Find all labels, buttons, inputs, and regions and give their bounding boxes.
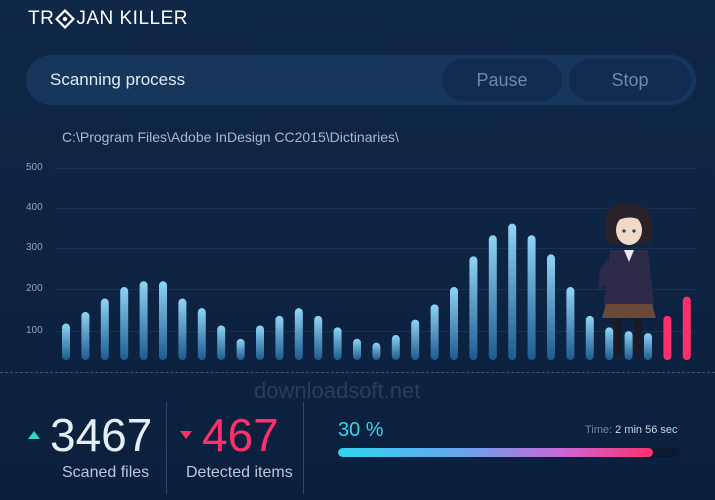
scan-bar: [508, 223, 517, 360]
grid-line: [55, 208, 695, 209]
y-tick-label: 400: [26, 202, 43, 213]
scan-bar: [411, 319, 420, 360]
scanned-files-stat: 3467 Scaned files: [28, 412, 152, 482]
elapsed-time-value: 2 min 56 sec: [615, 424, 678, 436]
y-tick-label: 500: [26, 162, 43, 173]
progress-bar: [338, 448, 680, 457]
stop-button[interactable]: Stop: [569, 59, 691, 101]
arrow-up-icon: [28, 431, 40, 439]
scan-bar: [605, 327, 614, 360]
crosshair-logo-icon: [55, 9, 76, 29]
scan-bar: [159, 281, 167, 360]
scan-bar: [100, 298, 109, 360]
scan-bar: [624, 331, 633, 360]
scan-bar: [333, 327, 342, 360]
scan-bar: [139, 281, 148, 360]
scan-activity-chart: [62, 223, 691, 360]
grid-line: [55, 289, 695, 290]
y-tick-label: 100: [26, 325, 43, 336]
scan-bar: [62, 323, 70, 360]
grid-line: [55, 168, 695, 169]
section-divider: [0, 372, 715, 373]
scan-bar: [236, 338, 245, 360]
scan-status-bar: Scanning process Pause Stop: [26, 55, 696, 105]
scan-bar: [644, 333, 652, 360]
app-title: TR JAN KILLER: [28, 8, 188, 30]
scan-bar: [217, 325, 226, 360]
scan-bar: [469, 256, 478, 360]
scanned-files-count: 3467: [50, 409, 153, 461]
pause-button[interactable]: Pause: [442, 59, 562, 101]
detected-items-label: Detected items: [186, 464, 293, 481]
stat-separator: [166, 402, 167, 494]
app-title-prefix: TR: [28, 8, 55, 29]
elapsed-time-label: Time:: [585, 424, 613, 436]
scan-bar: [430, 304, 439, 360]
mascot-character-icon: [598, 204, 656, 356]
app-title-suffix: JAN KILLER: [76, 8, 188, 29]
detected-items-count: 467: [202, 409, 279, 461]
scan-bar: [81, 312, 90, 360]
scan-bar: [488, 235, 497, 360]
scan-bar: [275, 315, 284, 360]
watermark-text: downloadsoft.net: [254, 378, 421, 403]
scan-bar: [353, 338, 361, 360]
progress-percent: 30 %: [338, 419, 384, 441]
scanned-files-label: Scaned files: [62, 464, 150, 481]
grid-line: [55, 248, 695, 249]
scan-bar: [120, 287, 129, 360]
alert-bar: [663, 315, 672, 360]
scan-bar: [372, 342, 381, 360]
y-tick-label: 200: [26, 283, 43, 294]
grid-line: [55, 331, 695, 332]
scan-bar: [294, 308, 303, 360]
scan-bar: [314, 315, 323, 360]
scan-bar: [527, 235, 536, 360]
scan-bar: [197, 308, 206, 360]
current-scan-path: C:\Program Files\Adobe InDesign CC2015\D…: [62, 129, 399, 145]
elapsed-time: Time: 2 min 56 sec: [585, 424, 678, 436]
scan-bar: [256, 325, 264, 360]
stat-separator: [303, 402, 304, 494]
progress-bar-fill: [338, 448, 653, 457]
scan-status-label: Scanning process: [50, 70, 186, 89]
detected-items-stat: 467 Detected items: [180, 412, 293, 482]
scan-bar: [391, 335, 400, 360]
scan-bar: [547, 254, 555, 360]
alert-bar: [682, 296, 691, 360]
scan-bar: [178, 298, 187, 360]
arrow-down-icon: [180, 431, 192, 439]
scan-bar: [585, 315, 594, 360]
scan-bar: [566, 287, 575, 360]
scan-bar: [450, 287, 458, 360]
y-tick-label: 300: [26, 242, 43, 253]
